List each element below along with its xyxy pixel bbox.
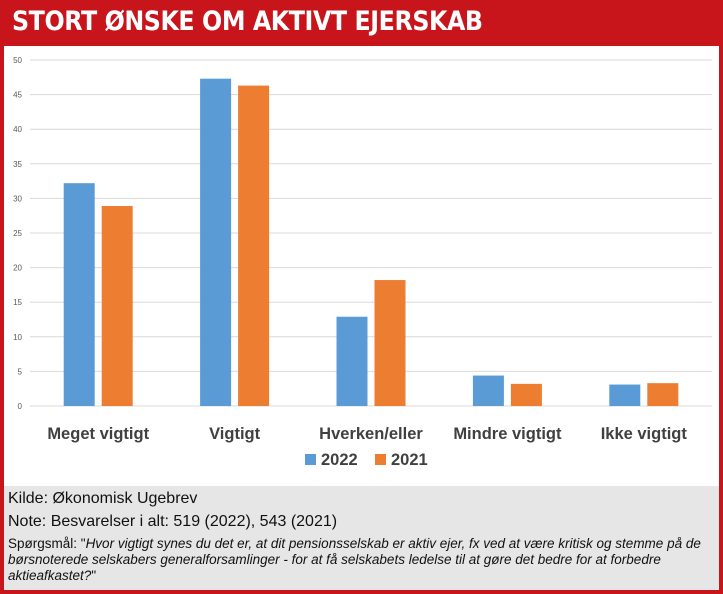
y-tick-label: 35 [13,160,22,169]
bar-chart: 0 5 10 15 20 25 30 35 40 45 50 Meget vigtigt Vigtigt… [13,56,712,469]
x-tick-label: Mindre vigtigt [453,425,562,443]
legend-label-2021: 2021 [391,451,428,469]
y-tick-label: 45 [13,91,22,100]
question-prefix: Spørgsmål: " [8,536,86,551]
bar-2021 [510,383,542,406]
legend-swatch-2022 [305,454,316,465]
x-tick-label: Meget vigtigt [47,425,149,443]
bar-2021 [101,206,133,406]
bar-2021 [238,85,270,406]
bar-2021 [374,280,406,406]
question-body: Hvor vigtigt synes du det er, at dit pen… [8,536,701,583]
x-tick-label: Hverken/eller [319,425,423,443]
y-tick-label: 50 [13,56,22,65]
legend-label-2022: 2022 [321,451,358,469]
y-tick-label: 0 [18,402,23,411]
y-tick-label: 5 [18,367,23,376]
question-text: Spørgsmål: "Hvor vigtigt synes du det er… [8,536,714,584]
y-tick-label: 15 [13,298,22,307]
page-title: STORT ØNSKE OM AKTIVT EJERSKAB [12,6,483,37]
note-text: Note: Besvarelser i alt: 519 (2022), 543… [8,513,338,530]
y-tick-label: 30 [13,194,22,203]
y-tick-label: 10 [13,333,22,342]
bar-2022 [609,384,641,406]
x-tick-label: Vigtigt [209,425,261,443]
bar-2022 [336,316,368,406]
footer-notes [4,486,719,590]
y-tick-label: 25 [13,229,22,238]
title-bar: STORT ØNSKE OM AKTIVT EJERSKAB [0,0,723,46]
x-tick-label: Ikke vigtigt [601,425,688,443]
source-text: Kilde: Økonomisk Ugebrev [8,490,198,507]
bar-2022 [63,183,95,406]
bar-2021 [647,383,679,406]
y-tick-label: 20 [13,264,22,273]
y-tick-label: 40 [13,125,22,134]
legend-swatch-2021 [375,454,386,465]
question-suffix: " [91,568,97,583]
bar-2022 [200,78,232,407]
bar-2022 [472,375,504,406]
